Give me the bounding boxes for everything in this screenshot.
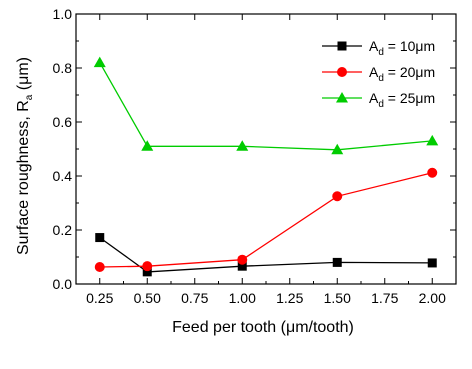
data-point-series-2: [332, 191, 343, 202]
legend-label-subscript: d: [378, 73, 384, 84]
data-point-series-2: [237, 254, 248, 265]
data-point-series-2: [427, 167, 438, 178]
ticks: 0.25 0.50 0.75 1.00 1.25 1.50 1.75 2.00 0.0 0.2 0.…: [53, 6, 456, 306]
y-axis-title-main: Surface roughness, R: [15, 100, 32, 255]
data-point-series-3: [93, 56, 106, 68]
legend-label-subscript: d: [378, 99, 384, 110]
y-tick-label: 1.0: [53, 6, 73, 22]
x-tick-label: 0.25: [86, 290, 113, 306]
y-tick-label: 0.8: [53, 60, 73, 76]
x-tick-label: 2.00: [419, 290, 446, 306]
data-point-series-1: [142, 267, 152, 277]
data-point-series-1: [427, 258, 437, 268]
x-tick-label: 0.75: [181, 290, 208, 306]
data-point-series-3: [331, 143, 344, 155]
legend-label-1: Ad = 10μm: [369, 38, 435, 58]
data-point-series-3: [236, 140, 249, 151]
y-axis-title-unit: (μm): [15, 57, 32, 95]
legend-label-rest: = 10μm: [384, 38, 435, 54]
y-axis-title-subscript: a: [24, 94, 35, 100]
legend-label-main: A: [369, 90, 379, 106]
x-axis-title: Feed per tooth (μm/tooth): [172, 319, 354, 336]
y-tick-label: 0.4: [53, 168, 73, 184]
data-point-series-2: [142, 261, 153, 272]
x-tick-label: 1.50: [324, 290, 351, 306]
series: [93, 56, 439, 277]
legend-label-3: Ad = 25μm: [369, 90, 435, 110]
x-tick-label: 1.00: [229, 290, 256, 306]
x-tick-label: 1.25: [276, 290, 303, 306]
x-tick-label: 1.75: [371, 290, 398, 306]
legend-label-rest: = 20μm: [384, 64, 435, 80]
legend-label-main: A: [369, 38, 379, 54]
y-tick-label: 0.0: [53, 276, 73, 292]
data-point-series-2: [94, 261, 105, 272]
y-axis-title: Surface roughness, Ra (μm): [15, 57, 35, 255]
legend-label-subscript: d: [378, 47, 384, 58]
legend-marker-3: [336, 92, 348, 103]
x-tick-label: 0.50: [134, 290, 161, 306]
y-tick-label: 0.2: [53, 222, 73, 238]
series-line-2: [99, 172, 433, 268]
data-point-series-3: [426, 134, 439, 146]
data-point-series-3: [141, 140, 154, 151]
legend-label-main: A: [369, 64, 379, 80]
y-tick-label: 0.6: [53, 114, 73, 130]
data-point-series-1: [237, 261, 247, 271]
legend-label-2: Ad = 20μm: [369, 64, 435, 84]
legend-marker-2: [337, 67, 347, 77]
data-point-series-1: [95, 233, 105, 243]
data-point-series-1: [332, 257, 342, 267]
legend-label-rest: = 25μm: [384, 90, 435, 106]
legend-marker-1: [337, 41, 347, 51]
